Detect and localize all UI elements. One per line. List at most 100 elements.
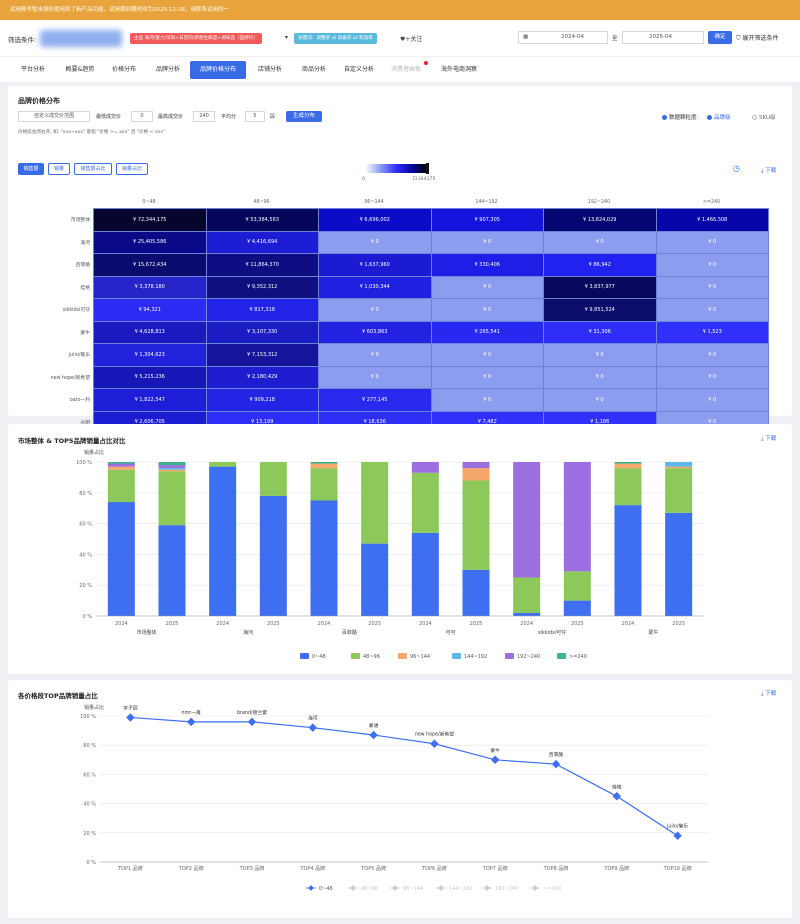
heatmap-cell[interactable]: ¥ 277,145 <box>318 388 432 412</box>
download-share-chart[interactable]: ⤓ 下载 <box>761 434 776 443</box>
tab-custom[interactable]: 自定义分析 <box>343 66 374 73</box>
max-price-input[interactable]: 240 <box>193 111 215 122</box>
chevron-down-icon[interactable]: ▾ <box>285 34 289 41</box>
follow-button[interactable]: ♥+关注 <box>400 34 422 43</box>
heatmap-cell[interactable]: ¥ 0 <box>430 298 544 322</box>
tab-price-dist[interactable]: 价格分布 <box>111 66 136 73</box>
heatmap-cell[interactable]: ¥ 53,384,563 <box>205 208 319 232</box>
heatmap-cell[interactable]: ¥ 1,304,623 <box>93 343 207 367</box>
tab-consumer[interactable]: 消费者画像 <box>390 66 421 73</box>
min-price-input[interactable]: 0 <box>131 111 153 122</box>
heatmap-cell[interactable]: ¥ 3,107,330 <box>205 320 319 344</box>
heatmap-cell[interactable]: ¥ 1,822,547 <box>93 388 207 412</box>
legend-min: 0 <box>362 177 365 182</box>
heatmap-cell[interactable]: ¥ 15,672,434 <box>93 253 207 277</box>
confirm-button[interactable]: 确定 <box>708 31 732 44</box>
heatmap-cell[interactable]: ¥ 1,030,344 <box>318 275 432 299</box>
heatmap-cell[interactable]: ¥ 1,637,960 <box>318 253 432 277</box>
tab-shop[interactable]: 店铺分析 <box>257 66 282 73</box>
heatmap-cell[interactable]: ¥ 9,851,524 <box>543 298 657 322</box>
download-top-chart[interactable]: ⤓ 下载 <box>761 689 776 698</box>
avg-seg-input[interactable]: 5 <box>245 111 265 122</box>
scale-handle[interactable] <box>426 163 429 174</box>
heatmap-cell[interactable]: ¥ 4,416,694 <box>205 230 319 254</box>
download-heatmap[interactable]: ⤓ 下载 <box>761 166 776 175</box>
heatmap-cell[interactable]: ¥ 0 <box>543 230 657 254</box>
tab-product[interactable]: 商品分析 <box>301 66 326 73</box>
analysis-tabs: 平台分析 概要&趋势 价格分布 品牌分析 品牌价格分布 店铺分析 商品分析 自定… <box>0 56 800 82</box>
custom-range-input[interactable]: 自定义成交价范围 <box>18 111 90 122</box>
heatmap-cell[interactable]: ¥ 0 <box>430 275 544 299</box>
view-sales-button[interactable]: 销售额 <box>18 163 44 175</box>
clock-icon[interactable]: ◷ <box>733 164 740 173</box>
tab-overview[interactable]: 概要&趋势 <box>65 66 95 73</box>
view-sales-share-button[interactable]: 销售额占比 <box>74 163 112 175</box>
heatmap-row-label: 桂格 <box>80 285 90 291</box>
view-volume-button[interactable]: 销量 <box>48 163 70 175</box>
generate-button[interactable]: 生成分布 <box>286 111 322 122</box>
end-date-picker[interactable]: 2025-04 <box>622 31 704 44</box>
heatmap-cell[interactable]: ¥ 0 <box>543 388 657 412</box>
heatmap-cell[interactable]: ¥ 0 <box>655 275 769 299</box>
bar-segment <box>107 462 135 464</box>
heatmap-cell[interactable]: ¥ 3,837,977 <box>543 275 657 299</box>
heatmap-cell[interactable]: ¥ 330,406 <box>430 253 544 277</box>
view-volume-share-button[interactable]: 销量占比 <box>116 163 148 175</box>
legend-marker <box>532 885 538 891</box>
heatmap-cell[interactable]: ¥ 86,942 <box>543 253 657 277</box>
heatmap-cell[interactable]: ¥ 0 <box>430 230 544 254</box>
heatmap-cell[interactable]: ¥ 0 <box>655 253 769 277</box>
heatmap-cell[interactable]: ¥ 11,864,370 <box>205 253 319 277</box>
heatmap-cell[interactable]: ¥ 1,523 <box>655 320 769 344</box>
heatmap-cell[interactable]: ¥ 0 <box>430 365 544 389</box>
heatmap-cell[interactable]: ¥ 0 <box>543 343 657 367</box>
legend-label: 48~96 <box>361 886 378 892</box>
bar-segment <box>158 525 186 616</box>
expand-filter-button[interactable]: ⛉ 展开筛选条件 <box>736 33 778 43</box>
radio-sku-level[interactable]: SKU级 <box>752 113 775 121</box>
heatmap-cell[interactable]: ¥ 7,153,312 <box>205 343 319 367</box>
heatmap-cell[interactable]: ¥ 265,541 <box>430 320 544 344</box>
heatmap-cell[interactable]: ¥ 94,321 <box>93 298 207 322</box>
filter-tag-category[interactable]: 主品 海河/富力/深圳>日历的/新款生鲜品>调味品（品牌价） <box>130 33 263 44</box>
heatmap-cell[interactable]: ¥ 72,344,175 <box>93 208 207 232</box>
heatmap-cell[interactable]: ¥ 909,218 <box>205 388 319 412</box>
heatmap-cell[interactable]: ¥ 0 <box>655 298 769 322</box>
filter-tag-keyword[interactable]: 关键词：调整买 ot 具备买 ot 利润率 <box>294 33 377 44</box>
radio-brand-level[interactable]: 品牌级 <box>707 113 731 121</box>
bar-segment <box>411 532 439 616</box>
heatmap-cell[interactable]: ¥ 1,466,508 <box>655 208 769 232</box>
heatmap-cell[interactable]: ¥ 5,215,236 <box>93 365 207 389</box>
heatmap-cell[interactable]: ¥ 0 <box>430 388 544 412</box>
x-tick-label: TOP4 品牌 <box>299 865 325 872</box>
heatmap-cell[interactable]: ¥ 2,180,429 <box>205 365 319 389</box>
heatmap-cell[interactable]: ¥ 817,318 <box>205 298 319 322</box>
tab-platform[interactable]: 平台分析 <box>20 66 45 73</box>
heatmap-cell[interactable]: ¥ 31,306 <box>543 320 657 344</box>
heatmap-cell[interactable]: ¥ 0 <box>655 230 769 254</box>
tab-brand-price[interactable]: 品牌价格分布 <box>190 61 246 79</box>
heatmap-cell[interactable]: ¥ 0 <box>318 343 432 367</box>
heatmap-cell[interactable]: ¥ 0 <box>318 230 432 254</box>
radio-dot <box>662 115 667 120</box>
heatmap-cell[interactable]: ¥ 25,405,586 <box>93 230 207 254</box>
heatmap-cell[interactable]: ¥ 603,863 <box>318 320 432 344</box>
heatmap-cell[interactable]: ¥ 0 <box>655 343 769 367</box>
heatmap-cell[interactable]: ¥ 6,696,002 <box>318 208 432 232</box>
x-tick-label: 2024 <box>318 621 331 627</box>
data-point <box>369 730 378 740</box>
heatmap-cell[interactable]: ¥ 907,305 <box>430 208 544 232</box>
heatmap-cell[interactable]: ¥ 9,352,312 <box>205 275 319 299</box>
tab-overseas[interactable]: 海外电商洞察 <box>440 66 477 73</box>
heatmap-cell[interactable]: ¥ 3,378,180 <box>93 275 207 299</box>
heatmap-cell[interactable]: ¥ 13,824,029 <box>543 208 657 232</box>
heatmap-cell[interactable]: ¥ 0 <box>318 365 432 389</box>
tab-brand[interactable]: 品牌分析 <box>155 66 180 73</box>
heatmap-cell[interactable]: ¥ 0 <box>543 365 657 389</box>
start-date-picker[interactable]: ▦ 2024-04 <box>518 31 608 44</box>
heatmap-cell[interactable]: ¥ 0 <box>655 388 769 412</box>
heatmap-cell[interactable]: ¥ 0 <box>655 365 769 389</box>
heatmap-cell[interactable]: ¥ 0 <box>318 298 432 322</box>
heatmap-cell[interactable]: ¥ 4,628,813 <box>93 320 207 344</box>
heatmap-cell[interactable]: ¥ 0 <box>430 343 544 367</box>
